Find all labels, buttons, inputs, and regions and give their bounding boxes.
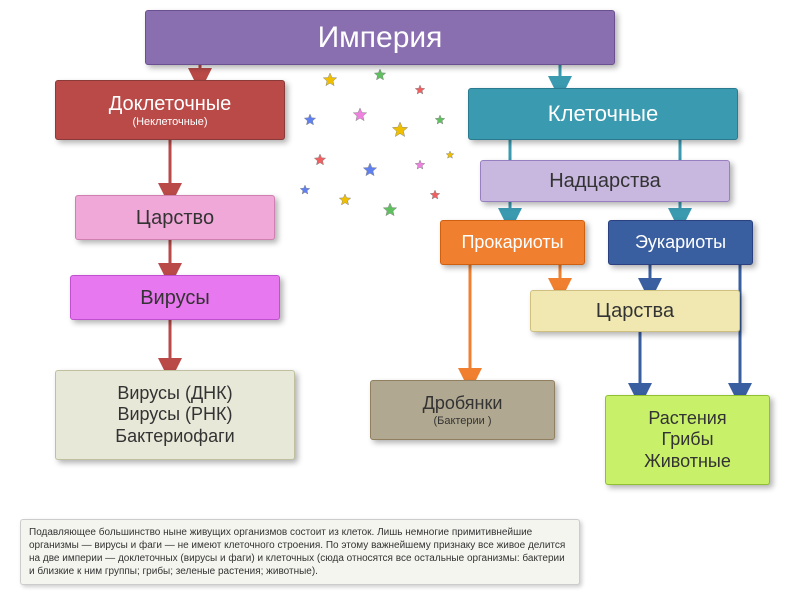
node-kingdom1: Царство [75, 195, 275, 240]
node-label: Царство [136, 206, 214, 230]
node-drobyanki: Дробянки(Бактерии ) [370, 380, 555, 440]
node-label: Надцарства [549, 169, 661, 193]
node-subtitle: (Бактерии ) [433, 415, 491, 427]
star-decoration [290, 60, 470, 240]
node-plants: Растения Грибы Животные [605, 395, 770, 485]
node-label: Империя [318, 20, 443, 56]
node-empire: Империя [145, 10, 615, 65]
node-label: Вирусы (ДНК) Вирусы (РНК) Бактериофаги [115, 383, 234, 448]
node-label: Вирусы [140, 286, 210, 310]
node-virustypes: Вирусы (ДНК) Вирусы (РНК) Бактериофаги [55, 370, 295, 460]
node-eukaryotes: Эукариоты [608, 220, 753, 265]
node-label: Прокариоты [461, 232, 563, 254]
node-precellular: Доклеточные(Неклеточные) [55, 80, 285, 140]
node-prokaryotes: Прокариоты [440, 220, 585, 265]
node-kingdoms2: Царства [530, 290, 740, 332]
node-label: Растения Грибы Животные [644, 408, 731, 473]
footnote-text: Подавляющее большинство ныне живущих орг… [20, 519, 580, 585]
node-label: Доклеточные [109, 92, 232, 116]
node-superking: Надцарства [480, 160, 730, 202]
node-viruses: Вирусы [70, 275, 280, 320]
node-label: Эукариоты [635, 232, 726, 254]
node-label: Дробянки [423, 393, 503, 415]
node-label: Царства [596, 299, 674, 323]
node-cellular: Клеточные [468, 88, 738, 140]
node-label: Клеточные [548, 101, 658, 127]
node-subtitle: (Неклеточные) [132, 116, 207, 128]
